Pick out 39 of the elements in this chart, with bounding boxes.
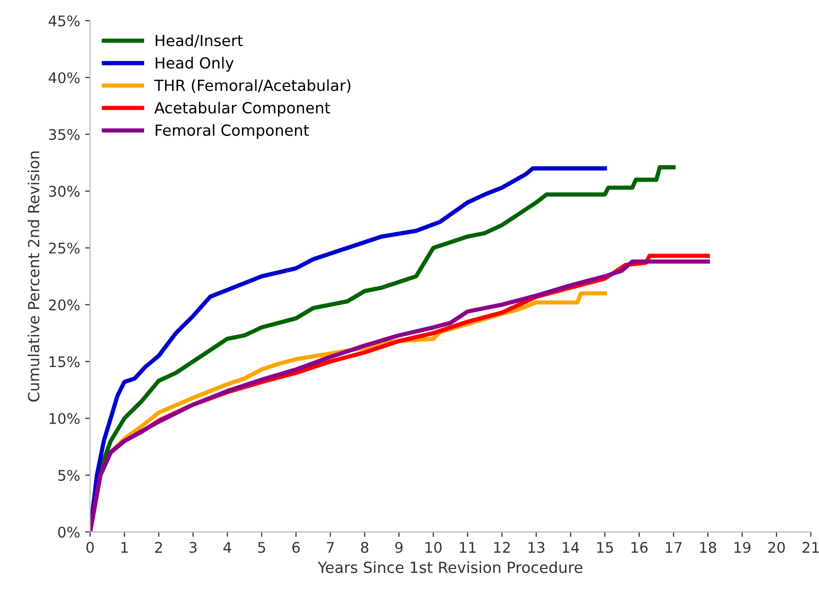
legend-label: THR (Femoral/Acetabular) (154, 79, 350, 93)
y-tick-label: 40% (48, 72, 80, 84)
x-tick-label: 7 (326, 542, 334, 553)
y-axis-title: Cumulative Percent 2nd Revision (28, 151, 40, 402)
y-tick-label: 35% (49, 129, 80, 140)
x-axis-title: Years Since 1st Revision Procedure (318, 561, 582, 574)
x-tick-label: 9 (395, 542, 403, 553)
legend-label: Acetabular Component (154, 102, 330, 116)
y-tick-label: 20% (49, 299, 80, 310)
y-tick-label: 25% (49, 242, 80, 254)
x-tick-label: 19 (734, 542, 750, 553)
x-tick-label: 2 (155, 542, 162, 553)
x-tick-label: 3 (190, 542, 197, 553)
y-tick-label: 10% (50, 413, 80, 424)
x-tick-label: 1 (121, 542, 128, 553)
x-tick-label: 5 (258, 542, 266, 553)
x-tick-label: 6 (292, 542, 300, 553)
x-tick-label: 8 (361, 542, 368, 553)
x-tick-label: 13 (528, 542, 544, 553)
y-tick-label: 45% (48, 15, 80, 26)
y-tick-label: 0% (58, 526, 80, 538)
x-tick-label: 10 (426, 542, 442, 553)
x-tick-label: 18 (700, 542, 716, 553)
x-tick-label: 4 (223, 542, 232, 553)
y-tick-label: 30% (49, 186, 80, 197)
legend-label: Femoral Component (156, 124, 309, 139)
x-tick-label: 15 (597, 542, 613, 553)
legend-label: Head/Insert (156, 34, 243, 48)
x-tick-label: 21 (802, 542, 819, 553)
x-tick-label: 0 (86, 542, 94, 553)
x-tick-label: 14 (562, 542, 580, 553)
x-tick-label: 12 (494, 542, 510, 553)
legend-label: Head Only (156, 56, 234, 72)
x-tick-label: 16 (632, 542, 648, 553)
y-tick-label: 15% (50, 356, 80, 368)
y-tick-label: 5% (58, 470, 80, 481)
x-tick-label: 11 (460, 542, 476, 553)
x-tick-label: 20 (768, 542, 785, 553)
x-tick-label: 17 (666, 542, 682, 553)
